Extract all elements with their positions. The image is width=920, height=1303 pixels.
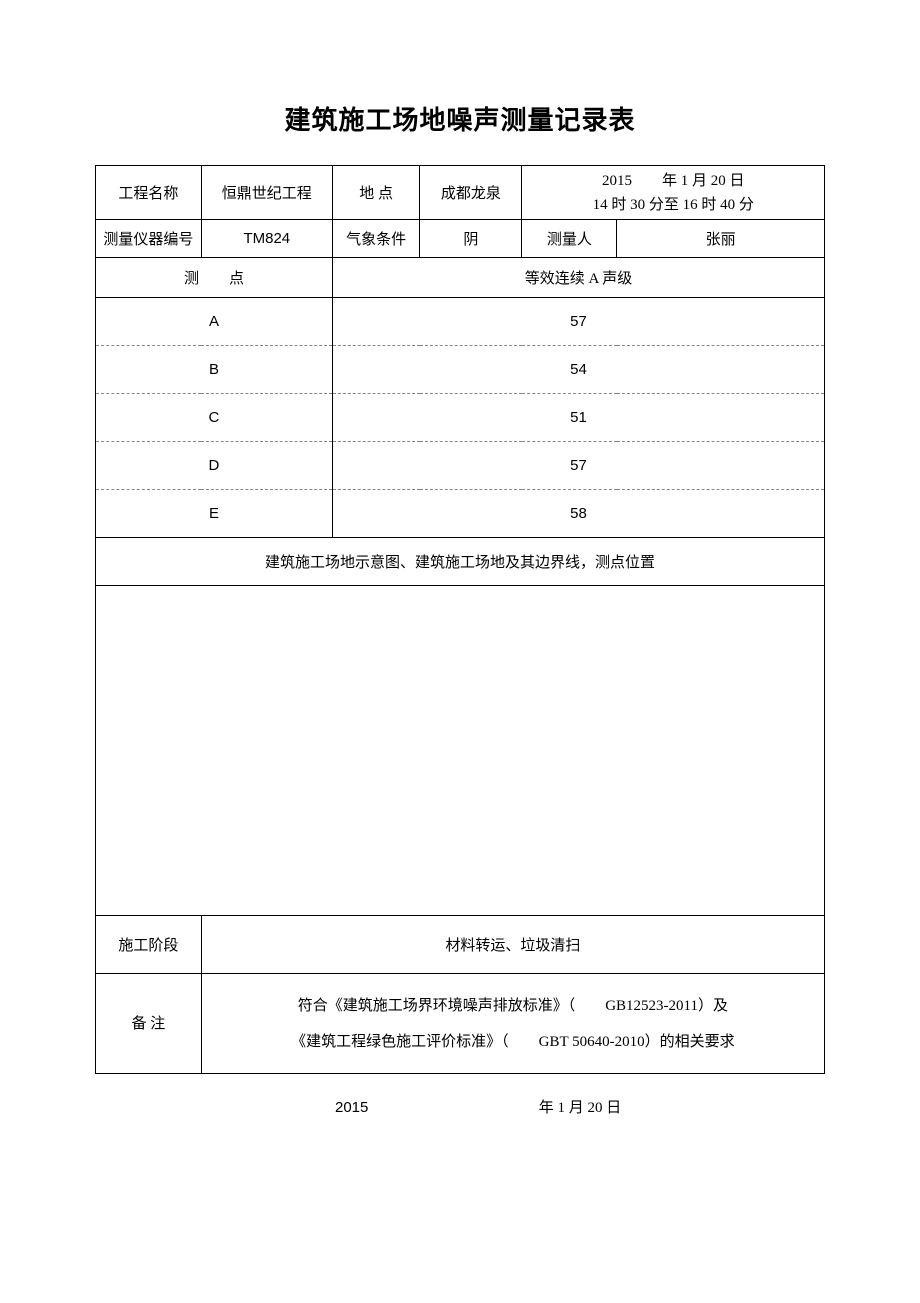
diagram-label-row: 建筑施工场地示意图、建筑施工场地及其边界线，测点位置 — [96, 538, 825, 586]
footer-date-year: 2015 — [335, 1099, 535, 1116]
diagram-row — [96, 586, 825, 916]
diagram-area — [96, 586, 825, 916]
column-header-row: 测 点 等效连续 A 声级 — [96, 258, 825, 298]
remark-line1: 符合《建筑施工场界环境噪声排放标准》（ GB12523-2011）及 — [217, 988, 809, 1024]
point-cell: E — [96, 490, 333, 538]
value-cell: 57 — [332, 298, 824, 346]
footer-date-rest: 年 1 月 20 日 — [539, 1100, 622, 1116]
datetime-cell: 2015 年 1 月 20 日 14 时 30 分至 16 时 40 分 — [522, 166, 825, 220]
project-name-value: 恒鼎世纪工程 — [201, 166, 332, 220]
phase-label: 施工阶段 — [96, 916, 202, 974]
location-value: 成都龙泉 — [420, 166, 522, 220]
datetime-line2: 14 时 30 分至 16 时 40 分 — [522, 193, 824, 217]
value-cell: 58 — [332, 490, 824, 538]
table-row: C 51 — [96, 394, 825, 442]
weather-label: 气象条件 — [332, 220, 419, 258]
table-row: A 57 — [96, 298, 825, 346]
value-cell: 51 — [332, 394, 824, 442]
phase-row: 施工阶段 材料转运、垃圾清扫 — [96, 916, 825, 974]
point-cell: A — [96, 298, 333, 346]
level-column-header: 等效连续 A 声级 — [332, 258, 824, 298]
diagram-label: 建筑施工场地示意图、建筑施工场地及其边界线，测点位置 — [96, 538, 825, 586]
datetime-line1: 2015 年 1 月 20 日 — [522, 169, 824, 193]
page-title: 建筑施工场地噪声测量记录表 — [95, 100, 825, 137]
phase-value: 材料转运、垃圾清扫 — [201, 916, 824, 974]
location-label: 地 点 — [332, 166, 419, 220]
remark-line2: 《建筑工程绿色施工评价标准》（ GBT 50640-2010）的相关要求 — [217, 1024, 809, 1060]
table-row: D 57 — [96, 442, 825, 490]
point-cell: D — [96, 442, 333, 490]
remark-label: 备 注 — [96, 974, 202, 1074]
table-row: E 58 — [96, 490, 825, 538]
header-row-1: 工程名称 恒鼎世纪工程 地 点 成都龙泉 2015 年 1 月 20 日 14 … — [96, 166, 825, 220]
value-cell: 57 — [332, 442, 824, 490]
remark-value: 符合《建筑施工场界环境噪声排放标准》（ GB12523-2011）及 《建筑工程… — [201, 974, 824, 1074]
point-cell: C — [96, 394, 333, 442]
point-cell: B — [96, 346, 333, 394]
footer-date: 2015 年 1 月 20 日 — [95, 1096, 825, 1117]
measurer-value: 张丽 — [617, 220, 825, 258]
table-row: B 54 — [96, 346, 825, 394]
weather-value: 阴 — [420, 220, 522, 258]
header-row-2: 测量仪器编号 TM824 气象条件 阴 测量人 张丽 — [96, 220, 825, 258]
project-name-label: 工程名称 — [96, 166, 202, 220]
instrument-label: 测量仪器编号 — [96, 220, 202, 258]
point-column-header: 测 点 — [96, 258, 333, 298]
instrument-value: TM824 — [201, 220, 332, 258]
measurer-label: 测量人 — [522, 220, 617, 258]
value-cell: 54 — [332, 346, 824, 394]
remark-row: 备 注 符合《建筑施工场界环境噪声排放标准》（ GB12523-2011）及 《… — [96, 974, 825, 1074]
noise-record-table: 工程名称 恒鼎世纪工程 地 点 成都龙泉 2015 年 1 月 20 日 14 … — [95, 165, 825, 1074]
